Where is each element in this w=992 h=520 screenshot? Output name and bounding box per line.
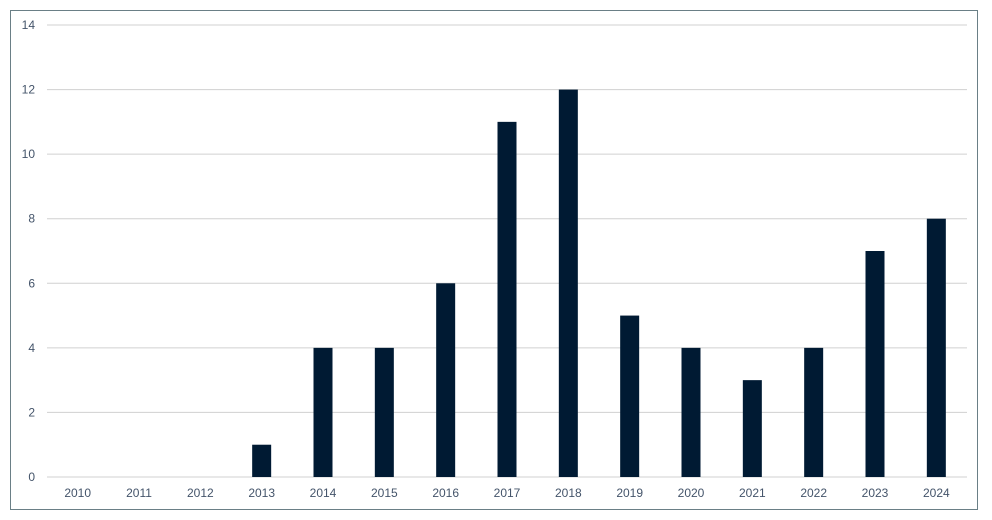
x-tick-label: 2021 — [739, 486, 766, 500]
bar-2018 — [558, 89, 578, 478]
y-tick-label: 4 — [28, 341, 35, 355]
x-tick-label: 2015 — [371, 486, 398, 500]
y-axis-tick-labels: 0 2 4 6 8 10 12 14 — [22, 18, 36, 484]
bar-2019 — [620, 315, 640, 477]
x-tick-label: 2022 — [800, 486, 827, 500]
x-tick-label: 2017 — [494, 486, 521, 500]
bar-2017 — [497, 121, 517, 477]
x-tick-label: 2012 — [187, 486, 214, 500]
bar-2022 — [804, 347, 824, 477]
x-axis-tick-labels: 2010 2011 2012 2013 2014 2015 2016 2017 2018 2019… — [64, 486, 950, 500]
chart-frame: 0 2 4 6 8 10 12 14 2010 2011 2012 2013 2014 2015 2016… — [10, 10, 978, 510]
x-tick-label: 2011 — [126, 486, 152, 500]
bar-2013 — [252, 444, 272, 477]
y-tick-label: 0 — [28, 470, 35, 484]
bar-chart: 0 2 4 6 8 10 12 14 2010 2011 2012 2013 2014 2015 2016… — [22, 18, 967, 500]
y-tick-label: 12 — [22, 83, 36, 97]
y-tick-label: 10 — [22, 147, 36, 161]
x-tick-label: 2024 — [923, 486, 950, 500]
y-tick-label: 14 — [22, 18, 36, 32]
bar-2021 — [742, 380, 762, 477]
x-tick-label: 2013 — [248, 486, 275, 500]
x-tick-label: 2019 — [616, 486, 643, 500]
y-tick-label: 2 — [28, 405, 35, 419]
x-tick-label: 2018 — [555, 486, 582, 500]
y-tick-label: 8 — [28, 212, 35, 226]
bar-2020 — [681, 347, 701, 477]
x-tick-label: 2023 — [862, 486, 889, 500]
y-tick-label: 6 — [28, 276, 35, 290]
bar-2024 — [926, 218, 946, 477]
bar-2015 — [374, 347, 394, 477]
x-tick-label: 2020 — [678, 486, 705, 500]
bar-2023 — [865, 251, 885, 477]
x-tick-label: 2010 — [64, 486, 91, 500]
bars — [252, 89, 946, 478]
bar-2014 — [313, 347, 333, 477]
x-tick-label: 2016 — [432, 486, 459, 500]
x-tick-label: 2014 — [310, 486, 337, 500]
bar-2016 — [436, 283, 456, 477]
